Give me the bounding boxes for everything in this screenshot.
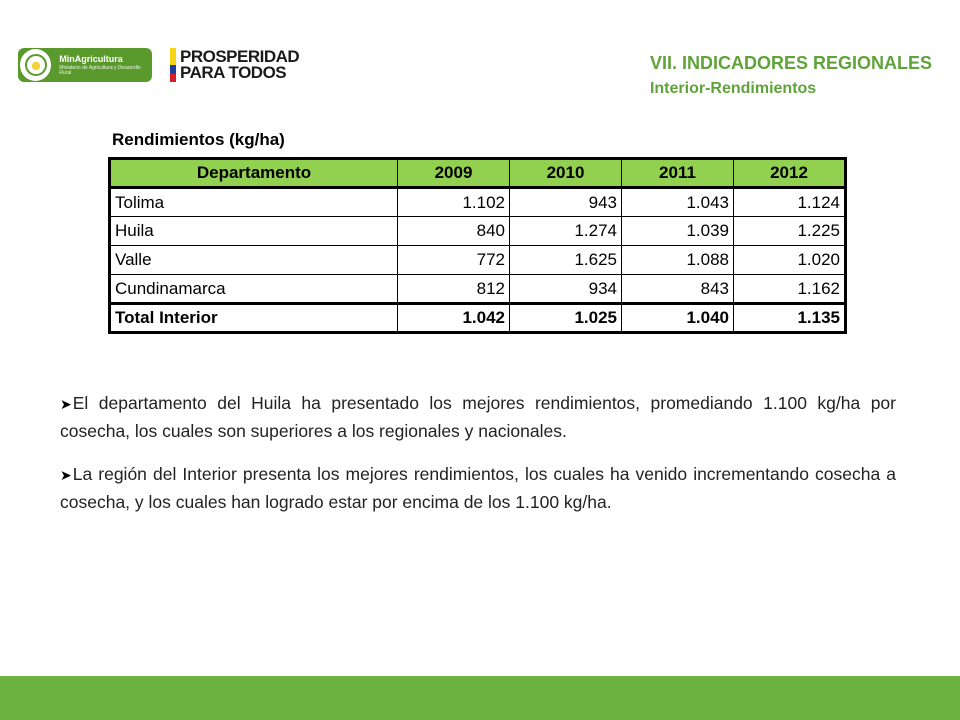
column-header: 2009 — [397, 158, 510, 189]
table-cell: 1.043 — [621, 187, 734, 217]
colombia-flag-icon — [170, 48, 176, 82]
table-cell: Tolima — [109, 187, 398, 217]
table-cell: Valle — [109, 245, 398, 275]
table-cell: 812 — [397, 274, 510, 304]
table-caption: Rendimientos (kg/ha) — [112, 130, 285, 149]
table-cell: 1.040 — [621, 302, 734, 333]
ministry-name: MinAgricultura — [59, 53, 123, 64]
arrow-bullet-icon: ➤ — [60, 396, 72, 412]
bullet-list: ➤El departamento del Huila ha presentado… — [60, 390, 896, 532]
prosperidad-line2: PARA TODOS — [180, 63, 287, 82]
table-cell: 943 — [509, 187, 622, 217]
table-cell: 1.039 — [621, 216, 734, 246]
prosperidad-logo: PROSPERIDAD PARA TODOS — [170, 46, 300, 84]
column-header: 2011 — [621, 158, 734, 189]
slide-subtitle: Interior-Rendimientos — [649, 80, 817, 97]
table-cell: 1.088 — [621, 245, 734, 275]
table-cell: 1.274 — [509, 216, 622, 246]
footer-bar — [0, 676, 960, 720]
table-cell: 1.135 — [733, 302, 846, 333]
table-cell: 1.025 — [509, 302, 622, 333]
coat-of-arms-icon — [20, 49, 52, 81]
table-row: Cundinamarca 812 934 843 1.162 — [109, 274, 846, 304]
bullet-text: El departamento del Huila ha presentado … — [60, 393, 896, 441]
table-cell: 1.042 — [397, 302, 510, 333]
table-header-row: Departamento 2009 2010 2011 2012 — [109, 158, 846, 189]
slide-header: VII. INDICADORES REGIONALES Interior-Ren… — [650, 53, 932, 98]
bullet-item: ➤La región del Interior presenta los mej… — [60, 461, 896, 516]
column-header: 2012 — [733, 158, 846, 189]
table-cell: 772 — [397, 245, 510, 275]
yield-table: Departamento 2009 2010 2011 2012 Tolima … — [108, 157, 847, 334]
bullet-text: La región del Interior presenta los mejo… — [60, 464, 896, 512]
column-header: Departamento — [109, 158, 398, 189]
minagricultura-logo: MinAgricultura Ministerio de Agricultura… — [18, 48, 152, 82]
table-cell: 1.162 — [733, 274, 846, 304]
table-cell: Cundinamarca — [109, 274, 398, 304]
table-cell: 1.102 — [397, 187, 510, 217]
table-cell: 1.124 — [733, 187, 846, 217]
table-row: Huila 840 1.274 1.039 1.225 — [109, 216, 846, 246]
slide-title: VII. INDICADORES REGIONALES — [649, 53, 932, 73]
prosperidad-line1: PROSPERIDAD — [180, 46, 300, 66]
table-cell: 1.225 — [733, 216, 846, 246]
table-total-row: Total Interior 1.042 1.025 1.040 1.135 — [109, 302, 846, 333]
bullet-item: ➤El departamento del Huila ha presentado… — [60, 390, 896, 445]
table-cell: Total Interior — [109, 302, 398, 333]
table-cell: 843 — [621, 274, 734, 304]
table-cell: 840 — [397, 216, 510, 246]
table-cell: 1.625 — [509, 245, 622, 275]
table-cell: Huila — [109, 216, 398, 246]
table-row: Tolima 1.102 943 1.043 1.124 — [109, 187, 846, 217]
arrow-bullet-icon: ➤ — [60, 467, 72, 483]
table-row: Valle 772 1.625 1.088 1.020 — [109, 245, 846, 275]
table-cell: 1.020 — [733, 245, 846, 275]
table-cell: 934 — [509, 274, 622, 304]
ministry-subtitle: Ministerio de Agricultura y Desarrollo R… — [59, 64, 141, 76]
column-header: 2010 — [509, 158, 622, 189]
